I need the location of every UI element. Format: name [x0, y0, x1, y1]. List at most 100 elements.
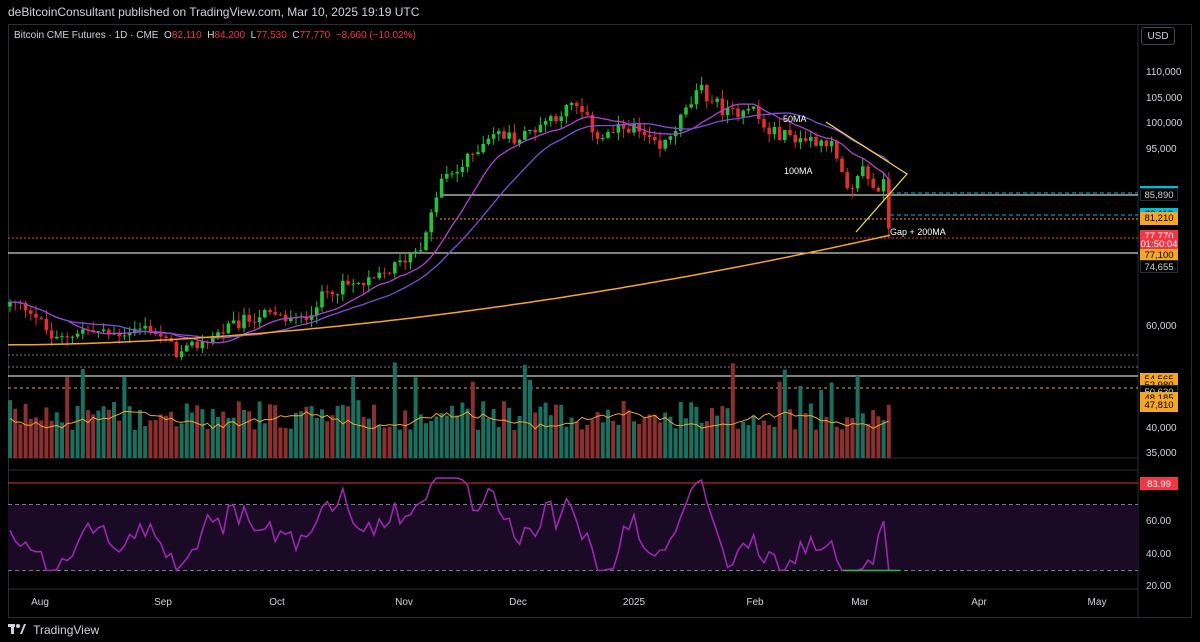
volume-bar: [788, 409, 792, 458]
candle-body: [96, 331, 101, 333]
volume-bar: [522, 364, 527, 458]
volume-bar: [221, 411, 226, 458]
footer-brand[interactable]: TradingView: [8, 620, 99, 640]
candle-body: [133, 328, 137, 334]
volume-bar: [710, 407, 714, 458]
candle-body: [278, 314, 283, 316]
candle-body: [835, 141, 839, 159]
volume-bar: [28, 419, 33, 458]
volume-bar: [845, 417, 850, 458]
volume-bar: [730, 363, 735, 458]
volume-bar: [476, 429, 480, 458]
volume-bar: [725, 408, 730, 458]
volume-bar: [626, 410, 631, 458]
volume-bar: [190, 412, 194, 458]
volume-bar: [210, 409, 215, 458]
volume-bar: [793, 429, 798, 458]
candle-body: [304, 316, 309, 320]
volume-bar: [782, 369, 787, 458]
candle-body: [330, 291, 335, 295]
volume-bar: [751, 415, 756, 458]
price-axis-tick: 105,000: [1146, 93, 1183, 104]
candle-body: [221, 332, 225, 334]
volume-bar: [616, 424, 621, 458]
symbol-legend: Bitcoin CME Futures · 1D · CME O82,110 H…: [14, 29, 416, 43]
volume-bar: [158, 414, 163, 458]
candle-body: [315, 307, 319, 316]
volume-bar: [564, 426, 569, 458]
publish-header: deBitcoinConsultant published on Trading…: [8, 5, 420, 19]
candle-body: [663, 139, 667, 149]
volume-bar: [44, 407, 49, 458]
candle-body: [445, 173, 449, 179]
candle-body: [44, 318, 49, 331]
volume-bar: [112, 401, 116, 458]
candle-body: [720, 98, 725, 116]
currency-button[interactable]: USD: [1141, 27, 1175, 45]
candle-body: [231, 320, 236, 324]
volume-bar: [517, 415, 522, 458]
volume-bar: [195, 405, 200, 458]
candle-body: [502, 131, 506, 139]
candle-body: [455, 171, 459, 174]
candle-body: [247, 314, 251, 322]
volume-bar: [569, 417, 574, 458]
volume-bar: [871, 410, 876, 458]
volume-bar: [314, 417, 319, 458]
volume-bar: [340, 405, 345, 458]
candle-body: [861, 166, 865, 176]
volume-bar: [299, 411, 304, 458]
volume-bar: [392, 362, 397, 458]
price-axis-tick: 35,000: [1146, 448, 1177, 459]
candle-body: [684, 107, 688, 115]
volume-bar: [647, 414, 652, 458]
candle-body: [850, 188, 855, 190]
volume-bar: [642, 418, 647, 458]
candle-body: [341, 280, 345, 295]
volume-bar: [268, 404, 272, 458]
volume-bar: [694, 406, 699, 458]
candle-body: [549, 116, 553, 121]
volume-bar: [54, 412, 59, 458]
candle-body: [871, 178, 875, 188]
volume-bar: [663, 412, 668, 458]
chart-annotation: Gap + 200MA: [890, 227, 946, 237]
candle-body: [590, 114, 595, 133]
volume-bar: [803, 412, 808, 458]
candle-body: [143, 325, 147, 329]
candle-body: [762, 119, 766, 128]
candle-body: [101, 329, 106, 332]
candle-body: [705, 85, 709, 102]
candle-body: [424, 232, 428, 251]
volume-bar: [580, 429, 584, 458]
volume-bar: [548, 415, 553, 458]
volume-bar: [361, 416, 366, 458]
volume-bar: [356, 400, 361, 458]
volume-bar: [101, 406, 106, 458]
volume-bar: [481, 401, 486, 458]
candle-body: [689, 104, 693, 108]
volume-bar: [808, 403, 813, 458]
candle-body: [777, 126, 782, 141]
chart-panel[interactable]: [8, 24, 1192, 618]
candle-body: [273, 312, 277, 315]
candle-body: [34, 313, 38, 318]
candle-body: [772, 126, 777, 135]
candle-body: [866, 166, 870, 179]
candle-body: [627, 128, 631, 133]
candle-body: [876, 187, 881, 192]
volume-bar: [39, 420, 44, 458]
price-axis-tick: 60,000: [1146, 321, 1177, 332]
candle-body: [559, 116, 563, 122]
volume-bar: [148, 420, 153, 458]
footer-brand-text: TradingView: [33, 623, 100, 637]
candle-body: [767, 127, 771, 135]
candle-body: [554, 116, 558, 122]
close-value: 77,770: [299, 30, 331, 41]
candle-body: [148, 325, 153, 332]
volume-bar: [278, 427, 283, 458]
candle-body: [845, 172, 849, 189]
volume-bar: [470, 381, 475, 458]
volume-bar: [538, 406, 543, 458]
